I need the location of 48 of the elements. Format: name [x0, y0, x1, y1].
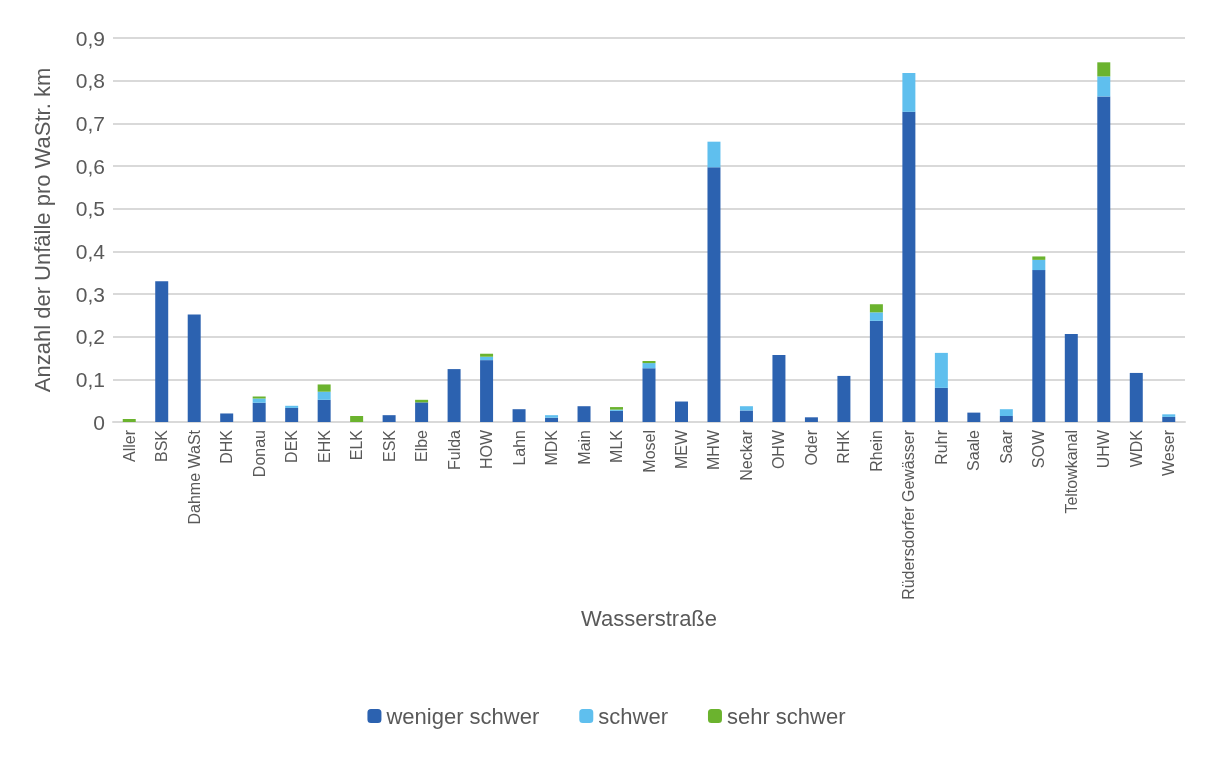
x-tick-label: MEW: [672, 429, 690, 470]
x-tick-label: DHK: [218, 429, 236, 464]
x-tick-label: Teltowkanal: [1062, 430, 1080, 514]
x-tick-label: Main: [575, 430, 593, 465]
x-tick-label: EHK: [315, 429, 333, 463]
x-tick-label: Aller: [120, 429, 138, 463]
y-tick-label: 0,3: [75, 282, 105, 306]
x-axis-title: Wasserstraße: [580, 606, 718, 632]
x-tick-label: Weser: [1160, 429, 1178, 476]
y-tick-label: 0: [93, 410, 105, 434]
y-tick-label: 0,1: [75, 367, 105, 391]
y-tick-label: 0,5: [75, 197, 105, 221]
x-tick-label: Neckar: [737, 429, 755, 481]
x-tick-label: ESK: [380, 429, 398, 463]
x-tick-label: Rüdersdorfer Gewässer: [900, 429, 918, 600]
x-tick-label: RHK: [835, 429, 853, 464]
legend-label: weniger schwer: [385, 703, 540, 729]
y-tick-label: 0,6: [75, 154, 105, 178]
x-tick-label: Ruhr: [932, 429, 950, 465]
x-tick-label: MDK: [543, 429, 561, 466]
legend-label: sehr schwer: [726, 703, 846, 729]
y-axis-title: Anzahl der Unfälle pro WaStr. km: [29, 67, 55, 393]
x-tick-label: UHW: [1095, 429, 1113, 469]
x-tick-label: Lahn: [510, 430, 528, 466]
x-tick-label: SOW: [1030, 429, 1048, 469]
x-tick-label: OHW: [770, 429, 788, 470]
x-tick-label: Elbe: [413, 429, 431, 463]
y-tick-label: 0,2: [75, 325, 105, 349]
x-tick-label: BSK: [153, 429, 171, 463]
x-tick-label: MHW: [705, 429, 723, 470]
x-tick-label: WDK: [1127, 429, 1145, 468]
x-tick-label: HOW: [478, 429, 496, 470]
x-tick-label: MLK: [608, 429, 626, 463]
legend-label: schwer: [598, 703, 668, 729]
y-tick-label: 0,8: [75, 69, 105, 93]
x-tick-label: Mosel: [640, 430, 658, 473]
x-tick-label: ELK: [348, 429, 366, 461]
y-tick-label: 0,9: [75, 26, 105, 50]
y-tick-label: 0,4: [75, 239, 106, 263]
y-tick-label: 0,7: [75, 111, 105, 135]
x-tick-label: Saale: [965, 429, 983, 471]
x-tick-label: Saar: [997, 429, 1015, 464]
x-tick-label: Rhein: [867, 430, 885, 472]
x-tick-label: DEK: [283, 429, 301, 463]
x-tick-label: Oder: [802, 429, 820, 466]
x-tick-label: Donau: [250, 430, 268, 478]
x-tick-label: Dahme WaSt: [185, 429, 203, 525]
x-tick-label: Fulda: [445, 429, 463, 471]
